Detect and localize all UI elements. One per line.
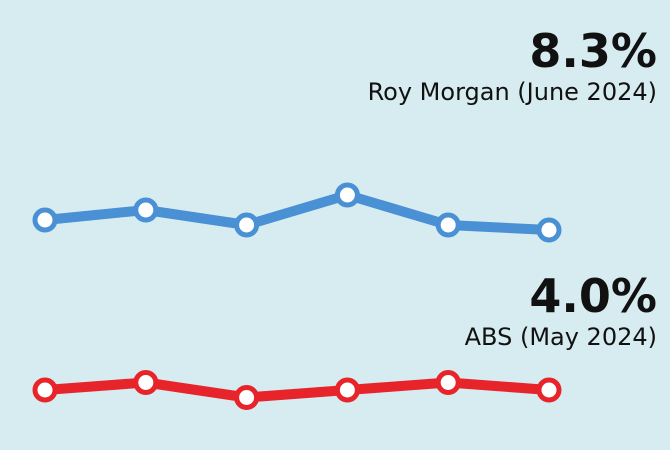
roy-morgan-value: 8.3% xyxy=(529,24,657,78)
abs-point-2 xyxy=(133,370,159,395)
roy-morgan-point-2 xyxy=(133,197,159,223)
roy-morgan-point-4 xyxy=(334,182,360,208)
abs-value: 4.0% xyxy=(529,269,657,323)
abs-point-4 xyxy=(334,377,360,403)
roy-morgan-point-1 xyxy=(32,207,58,233)
roy-morgan-point-5 xyxy=(435,212,461,238)
roy-morgan-series-line xyxy=(40,190,554,235)
roy-morgan-point-6 xyxy=(536,217,562,243)
abs-point-1 xyxy=(32,377,58,403)
abs-label: ABS (May 2024) xyxy=(464,323,657,351)
abs-point-3 xyxy=(234,385,260,410)
roy-morgan-label: Roy Morgan (June 2024) xyxy=(367,78,657,106)
abs-callout: 4.0% ABS (May 2024) xyxy=(465,273,657,351)
roy-morgan-point-3 xyxy=(234,212,260,238)
abs-series-line xyxy=(40,377,554,403)
abs-point-6 xyxy=(536,377,562,403)
roy-morgan-callout: 8.3% Roy Morgan (June 2024) xyxy=(368,28,657,106)
abs-point-5 xyxy=(435,370,461,395)
